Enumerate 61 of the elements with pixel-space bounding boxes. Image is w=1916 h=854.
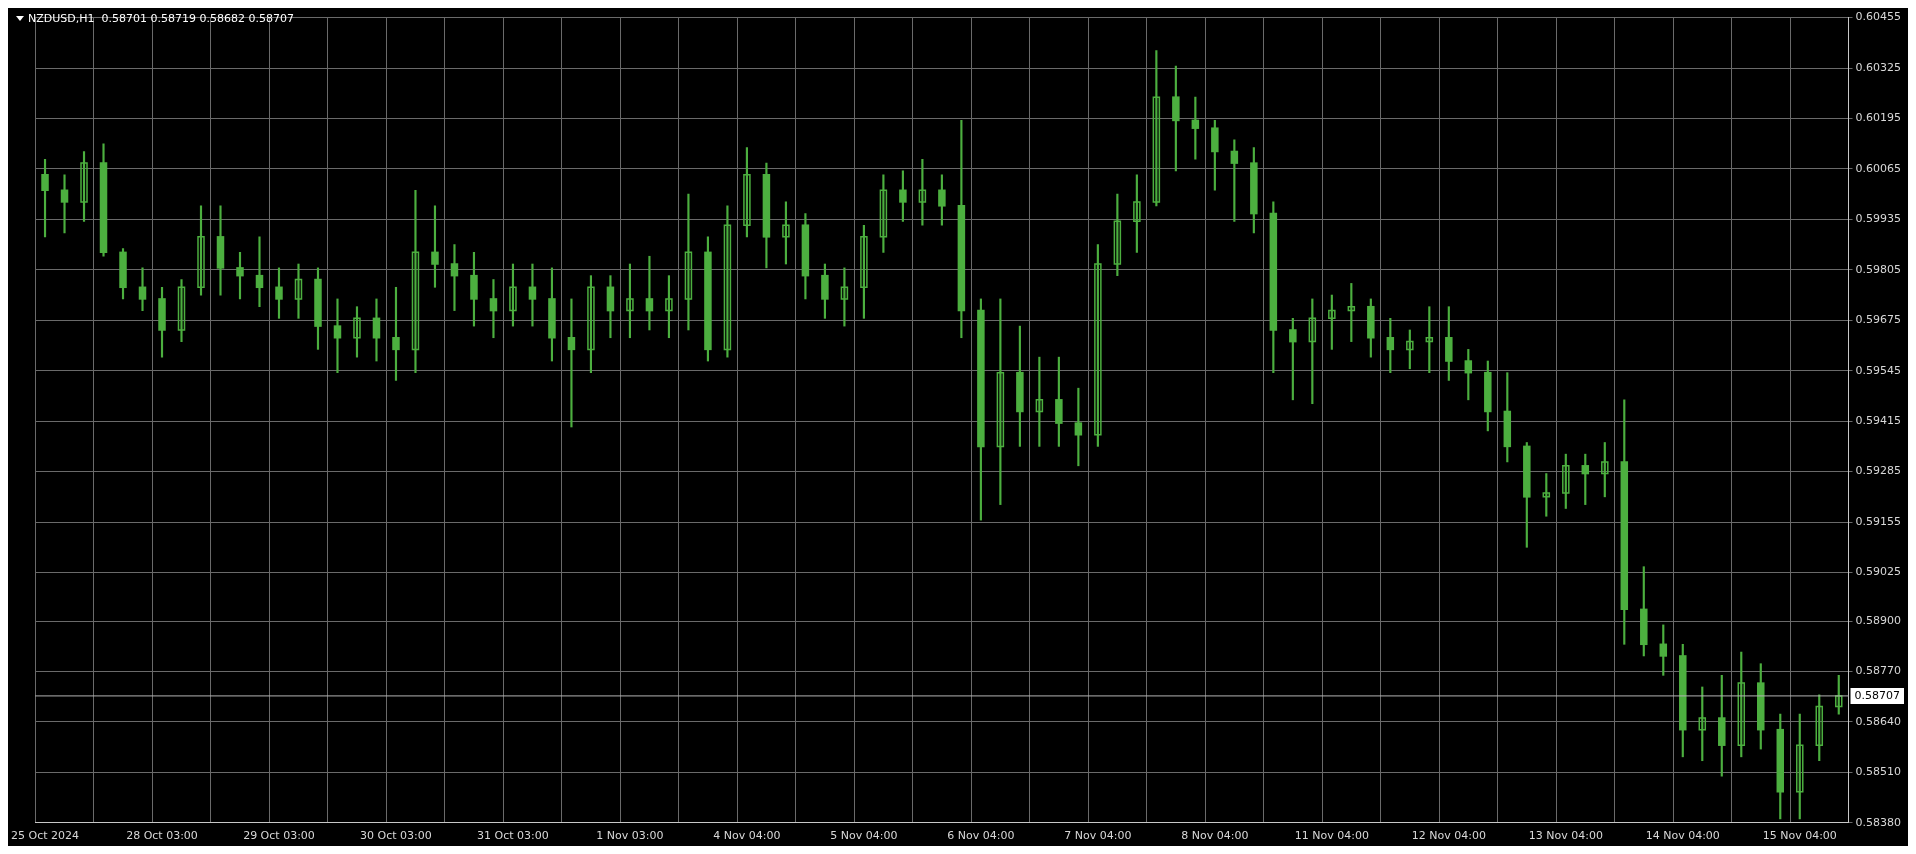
candlestick (996, 298, 1005, 505)
x-tick-label: 6 Nov 04:00 (947, 829, 1015, 843)
y-tick-label: 0.59285 (1855, 464, 1902, 478)
y-tick-label: 0.59545 (1855, 363, 1902, 377)
candlestick (450, 244, 459, 311)
x-tick-label: 31 Oct 03:00 (477, 829, 549, 843)
candlestick (138, 267, 147, 311)
candlestick (645, 255, 654, 331)
candlestick (723, 205, 732, 358)
candlestick (177, 279, 186, 342)
candlestick (294, 263, 303, 319)
y-tick-label: 0.58380 (1855, 815, 1902, 829)
y-tick-label: 0.59675 (1855, 313, 1902, 327)
y-tick-label: 0.60455 (1855, 10, 1902, 24)
x-tick-label: 14 Nov 04:00 (1645, 829, 1720, 843)
candlestick (1152, 50, 1161, 207)
x-tick-label: 29 Oct 03:00 (243, 829, 315, 843)
x-tick-label: 8 Nov 04:00 (1181, 829, 1249, 843)
y-tick-label: 0.59415 (1855, 414, 1902, 428)
candlestick (197, 205, 205, 296)
y-tick-label: 0.59935 (1855, 212, 1902, 226)
x-tick-label: 7 Nov 04:00 (1064, 829, 1132, 843)
candlestick (1133, 174, 1141, 253)
candlestick (333, 298, 342, 373)
candlestick (1425, 306, 1434, 373)
y-tick-label: 0.58770 (1855, 664, 1902, 678)
candlestick (567, 298, 576, 428)
candlestick (879, 174, 888, 253)
candlestick (489, 279, 498, 339)
y-tick-label: 0.58510 (1855, 765, 1902, 779)
candlestick (60, 174, 69, 234)
x-tick-label: 4 Nov 04:00 (713, 829, 781, 843)
y-tick-label: 0.59025 (1855, 565, 1902, 579)
ref-line-label: 0.58707 (1854, 688, 1901, 702)
candlestick (860, 224, 868, 319)
candlestick (1347, 283, 1356, 342)
candlestick (255, 236, 264, 308)
x-tick-label: 11 Nov 04:00 (1294, 829, 1369, 843)
y-tick-label: 0.60195 (1855, 111, 1902, 125)
candlestick (1308, 298, 1317, 405)
y-tick-label: 0.59155 (1855, 514, 1902, 528)
candlestick (411, 189, 420, 373)
y-tick-label: 0.58900 (1855, 613, 1902, 627)
candlestick (528, 263, 537, 327)
candlestick (1094, 244, 1102, 447)
y-tick-label: 0.60065 (1855, 161, 1902, 175)
y-tick-label: 0.60325 (1855, 60, 1902, 74)
y-tick-label: 0.58640 (1855, 714, 1902, 728)
x-tick-label: 5 Nov 04:00 (830, 829, 898, 843)
x-tick-label: 12 Nov 04:00 (1411, 829, 1486, 843)
x-tick-label: 13 Nov 04:00 (1528, 829, 1603, 843)
x-tick-label: 28 Oct 03:00 (126, 829, 198, 843)
candlestick (684, 193, 693, 331)
candlestick (587, 275, 595, 373)
y-tick-label: 0.59805 (1855, 262, 1902, 276)
x-tick-label: 15 Nov 04:00 (1762, 829, 1837, 843)
x-tick-label: 30 Oct 03:00 (360, 829, 432, 843)
chart-title: NZDUSD,H1 0.58701 0.58719 0.58682 0.58707 (28, 12, 294, 25)
x-tick-label: 1 Nov 03:00 (596, 829, 664, 843)
candlestick (1035, 356, 1044, 447)
x-tick-label: 25 Oct 2024 (11, 829, 80, 843)
